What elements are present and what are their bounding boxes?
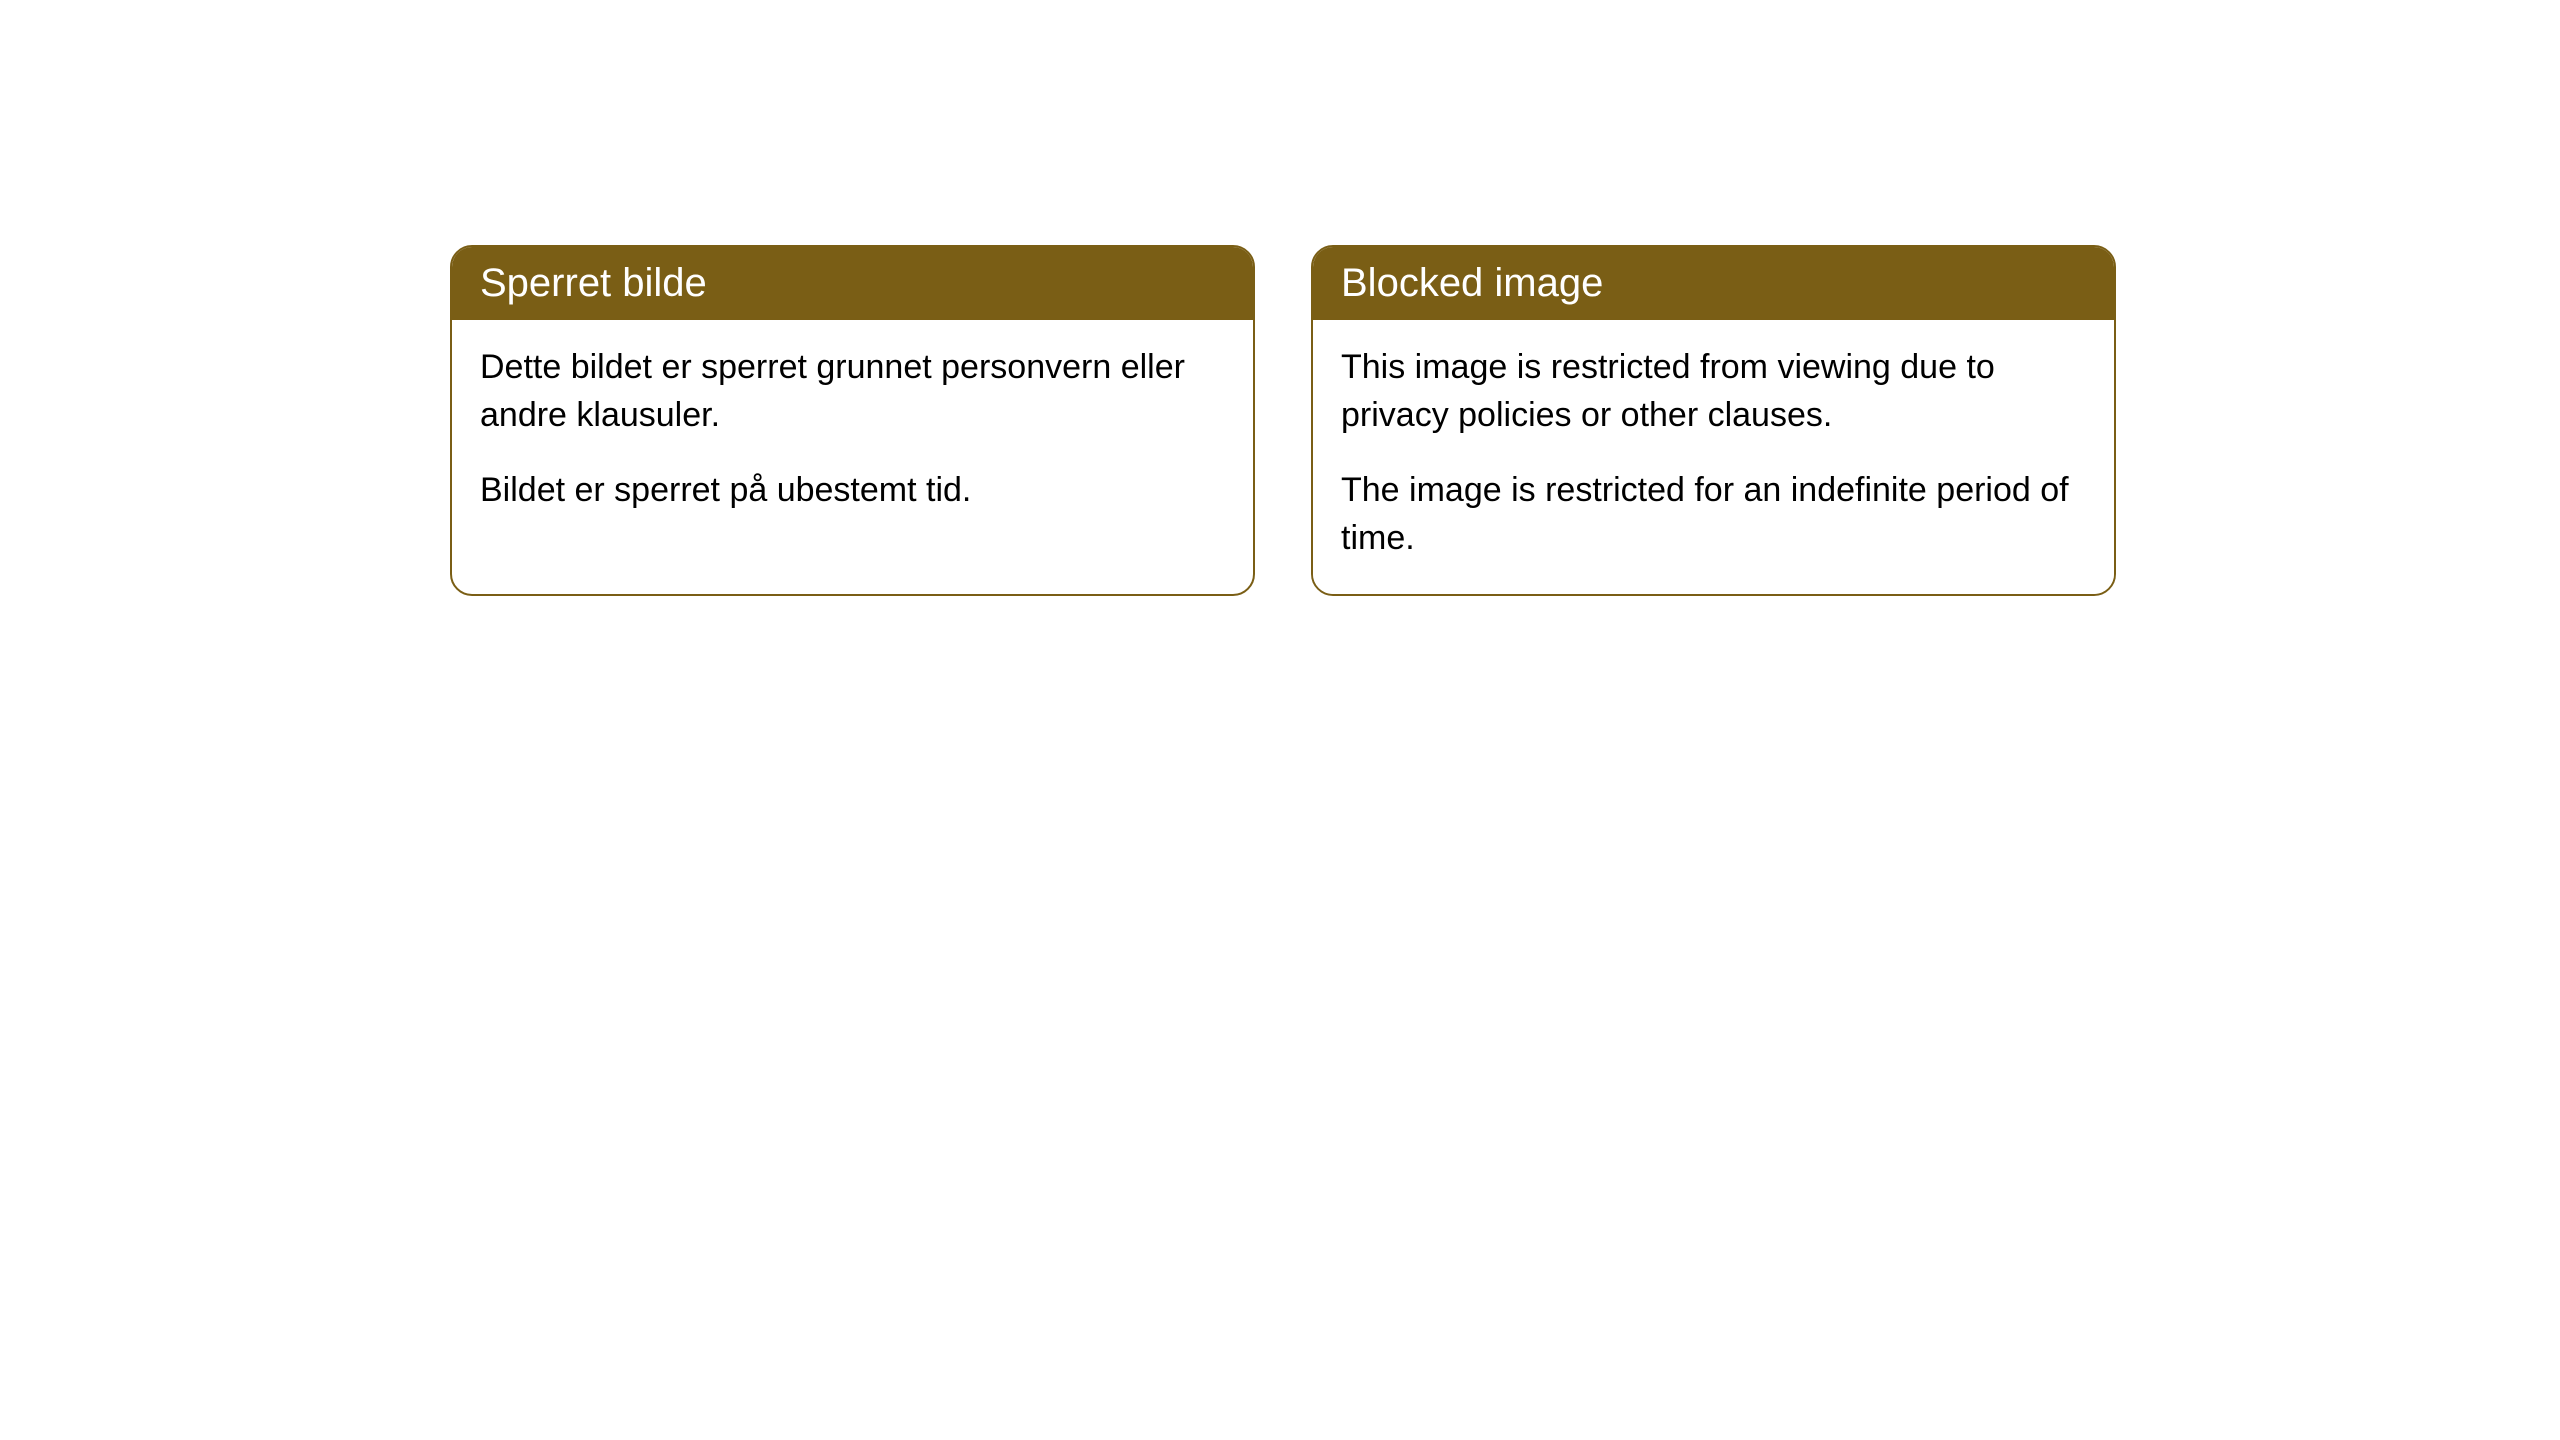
card-header: Sperret bilde bbox=[452, 247, 1253, 320]
card-paragraph: Dette bildet er sperret grunnet personve… bbox=[480, 344, 1225, 439]
notice-card-norwegian: Sperret bilde Dette bildet er sperret gr… bbox=[450, 245, 1255, 596]
card-body: This image is restricted from viewing du… bbox=[1313, 320, 2114, 594]
card-paragraph: This image is restricted from viewing du… bbox=[1341, 344, 2086, 439]
card-paragraph: The image is restricted for an indefinit… bbox=[1341, 467, 2086, 562]
card-paragraph: Bildet er sperret på ubestemt tid. bbox=[480, 467, 1225, 515]
card-header: Blocked image bbox=[1313, 247, 2114, 320]
card-body: Dette bildet er sperret grunnet personve… bbox=[452, 320, 1253, 547]
card-title: Blocked image bbox=[1341, 261, 1603, 305]
notice-cards-container: Sperret bilde Dette bildet er sperret gr… bbox=[450, 245, 2116, 596]
card-title: Sperret bilde bbox=[480, 261, 707, 305]
notice-card-english: Blocked image This image is restricted f… bbox=[1311, 245, 2116, 596]
